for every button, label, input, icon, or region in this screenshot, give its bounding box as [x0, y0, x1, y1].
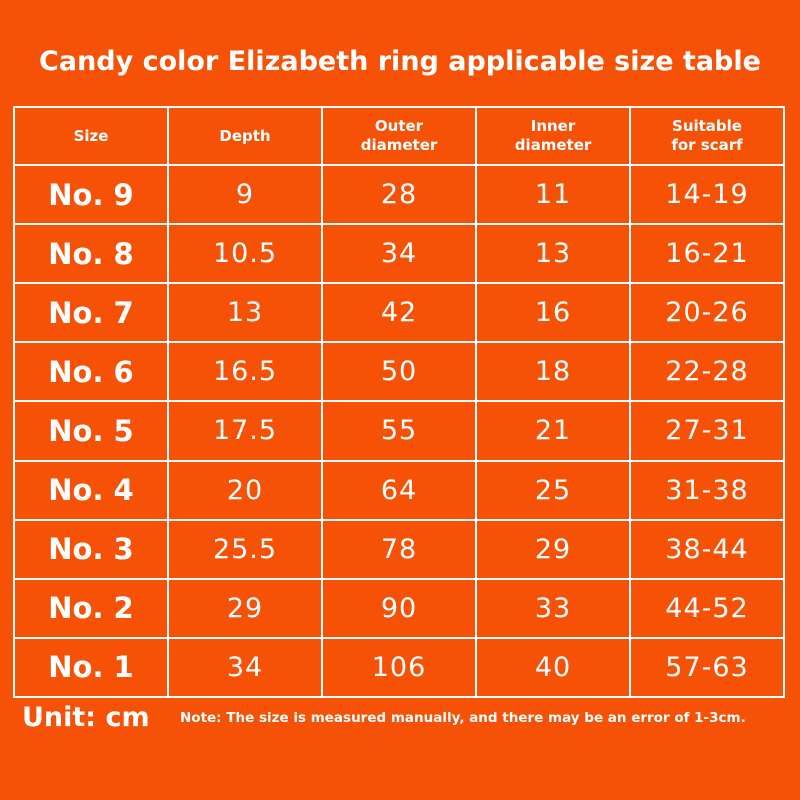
column-header-text: Suitable for scarf [671, 117, 743, 154]
table-cell: 33 [475, 577, 631, 639]
table-row: No. 5 17.5 55 21 27-31 [13, 400, 785, 462]
table-cell: 14-19 [629, 163, 785, 226]
table-row: No. 9 9 28 11 14-19 [13, 163, 785, 226]
column-header: Size [13, 106, 169, 166]
size-cell: No. 4 [13, 459, 169, 521]
table-cell: 17.5 [167, 400, 323, 462]
table-cell: 42 [321, 282, 477, 344]
column-header-text: Inner diameter [514, 117, 592, 154]
unit-label: Unit: cm [22, 702, 150, 733]
size-cell: No. 9 [13, 163, 169, 226]
table-cell: 10.5 [167, 223, 323, 285]
table-row: No. 4 20 64 25 31-38 [13, 459, 785, 521]
table-row: No. 3 25.5 78 29 38-44 [13, 518, 785, 580]
table-cell: 20-26 [629, 282, 785, 344]
table-cell: 40 [475, 636, 631, 699]
column-header: Outer diameter [321, 106, 477, 166]
table-cell: 21 [475, 400, 631, 462]
table-cell: 16 [475, 282, 631, 344]
table-cell: 29 [167, 577, 323, 639]
table-cell: 31-38 [629, 459, 785, 521]
size-cell: No. 3 [13, 518, 169, 580]
size-cell: No. 6 [13, 341, 169, 403]
size-cell: No. 2 [13, 577, 169, 639]
table-cell: 34 [321, 223, 477, 285]
table-cell: 16.5 [167, 341, 323, 403]
table-cell: 27-31 [629, 400, 785, 462]
table-cell: 106 [321, 636, 477, 699]
size-cell: No. 5 [13, 400, 169, 462]
table-cell: 22-28 [629, 341, 785, 403]
table-cell: 38-44 [629, 518, 785, 580]
size-table: Size Depth Outer diameter Inner diameter Sui… [13, 106, 785, 699]
table-row: No. 6 16.5 50 18 22-28 [13, 341, 785, 403]
table-cell: 13 [475, 223, 631, 285]
table-cell: 20 [167, 459, 323, 521]
table-cell: 18 [475, 341, 631, 403]
table-cell: 25.5 [167, 518, 323, 580]
note: Note: The size is measured manually, and… [180, 710, 746, 726]
size-cell: No. 1 [13, 636, 169, 699]
table-cell: 78 [321, 518, 477, 580]
table-cell: 50 [321, 341, 477, 403]
column-header: Depth [167, 106, 323, 166]
size-cell: No. 8 [13, 223, 169, 285]
table-cell: 55 [321, 400, 477, 462]
column-header-text: Size [73, 126, 109, 145]
table-cell: 28 [321, 163, 477, 226]
table-row: No. 8 10.5 34 13 16-21 [13, 223, 785, 285]
table-body: No. 9 9 28 11 14-19 No. 8 10.5 34 13 16-21 No. 7 13… [13, 163, 785, 699]
table-cell: 13 [167, 282, 323, 344]
table-cell: 57-63 [629, 636, 785, 699]
column-header: Suitable for scarf [629, 106, 785, 166]
column-header-text: Depth [219, 126, 271, 145]
header-row: Size Depth Outer diameter Inner diameter Sui… [13, 106, 785, 166]
table-cell: 25 [475, 459, 631, 521]
size-cell: No. 7 [13, 282, 169, 344]
table-row: No. 2 29 90 33 44-52 [13, 577, 785, 639]
table-cell: 29 [475, 518, 631, 580]
column-header-text: Outer diameter [360, 117, 438, 154]
table-cell: 64 [321, 459, 477, 521]
table-cell: 16-21 [629, 223, 785, 285]
table-cell: 44-52 [629, 577, 785, 639]
table-cell: 90 [321, 577, 477, 639]
column-header: Inner diameter [475, 106, 631, 166]
table-row: No. 7 13 42 16 20-26 [13, 282, 785, 344]
table-row: No. 1 34 106 40 57-63 [13, 636, 785, 699]
table-cell: 34 [167, 636, 323, 699]
table-cell: 9 [167, 163, 323, 226]
title: Candy color Elizabeth ring applicable si… [39, 46, 761, 77]
table-cell: 11 [475, 163, 631, 226]
